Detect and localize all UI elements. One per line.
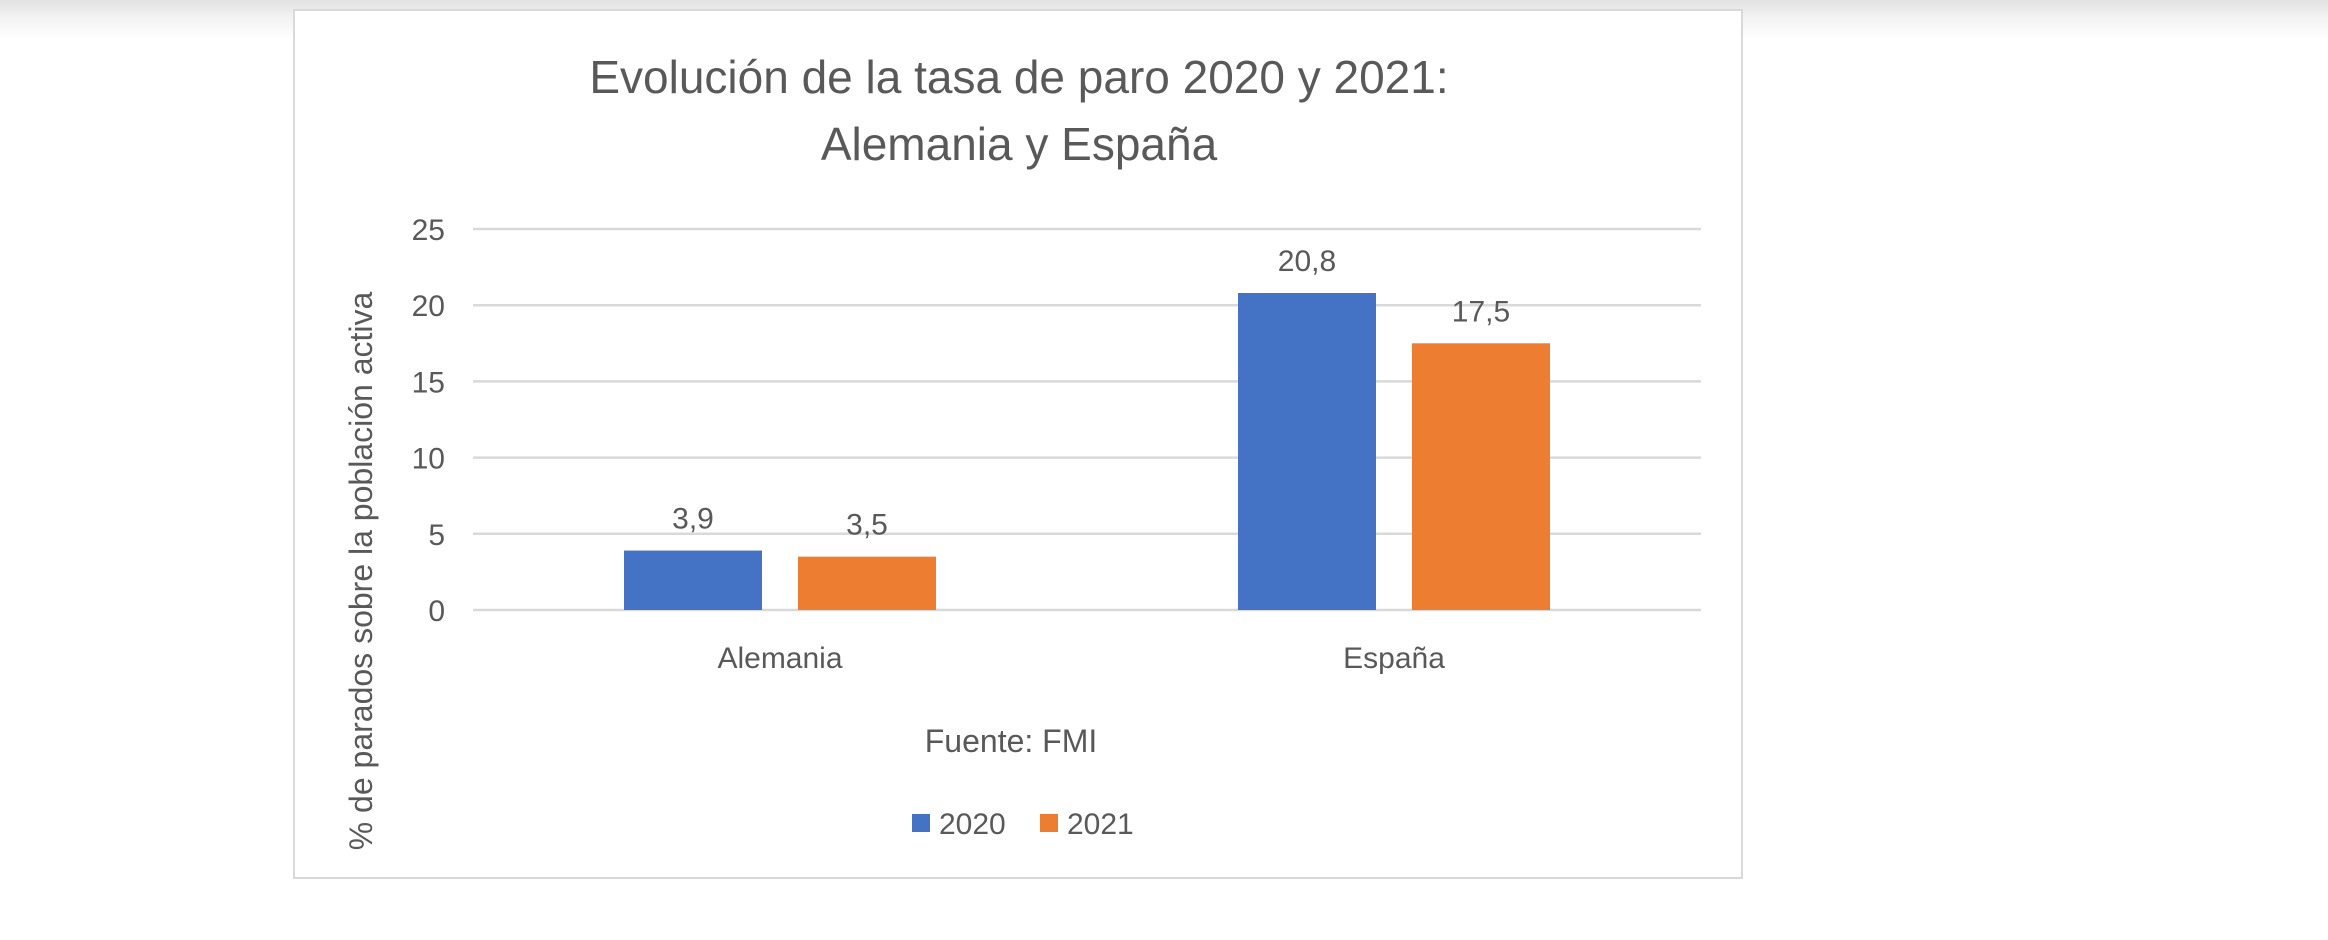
bars bbox=[624, 293, 1550, 610]
y-tick-label: 25 bbox=[412, 214, 445, 247]
legend-swatch-2021 bbox=[1040, 814, 1058, 832]
x-axis-ticks: Alemania España bbox=[717, 642, 1445, 675]
legend-swatch-2020 bbox=[912, 814, 930, 832]
y-tick-label: 20 bbox=[412, 290, 445, 323]
chart-title-line-1: Evolución de la tasa de paro 2020 y 2021… bbox=[589, 51, 1448, 103]
chart-frame: Evolución de la tasa de paro 2020 y 2021… bbox=[293, 9, 1743, 879]
y-tick-label: 10 bbox=[412, 443, 445, 476]
data-label: 17,5 bbox=[1452, 295, 1510, 328]
legend-label-2020: 2020 bbox=[939, 808, 1006, 841]
chart-canvas: Evolución de la tasa de paro 2020 y 2021… bbox=[343, 51, 1701, 851]
data-label: 20,8 bbox=[1278, 245, 1336, 278]
bar-2021-0 bbox=[798, 556, 936, 610]
data-label: 3,9 bbox=[672, 503, 714, 536]
y-tick-label: 5 bbox=[428, 519, 445, 552]
bar-2021-1 bbox=[1412, 343, 1550, 610]
data-labels: 3,9 3,5 20,8 17,5 bbox=[672, 245, 1510, 542]
bar-2020-1 bbox=[1238, 293, 1376, 610]
y-tick-label: 15 bbox=[412, 366, 445, 399]
bar-2020-0 bbox=[624, 550, 762, 610]
chart-title-line-2: Alemania y España bbox=[821, 118, 1218, 170]
legend-label-2021: 2021 bbox=[1067, 808, 1134, 841]
x-axis-title: Fuente: FMI bbox=[925, 723, 1098, 759]
x-tick-label: Alemania bbox=[717, 642, 842, 675]
y-tick-label: 0 bbox=[428, 595, 445, 628]
y-axis-title: % de parados sobre la población activa bbox=[343, 292, 379, 851]
legend: 2020 2021 bbox=[912, 808, 1134, 841]
y-axis-ticks: 0 5 10 15 20 25 bbox=[412, 214, 445, 628]
x-tick-label: España bbox=[1343, 642, 1445, 675]
data-label: 3,5 bbox=[846, 509, 888, 542]
